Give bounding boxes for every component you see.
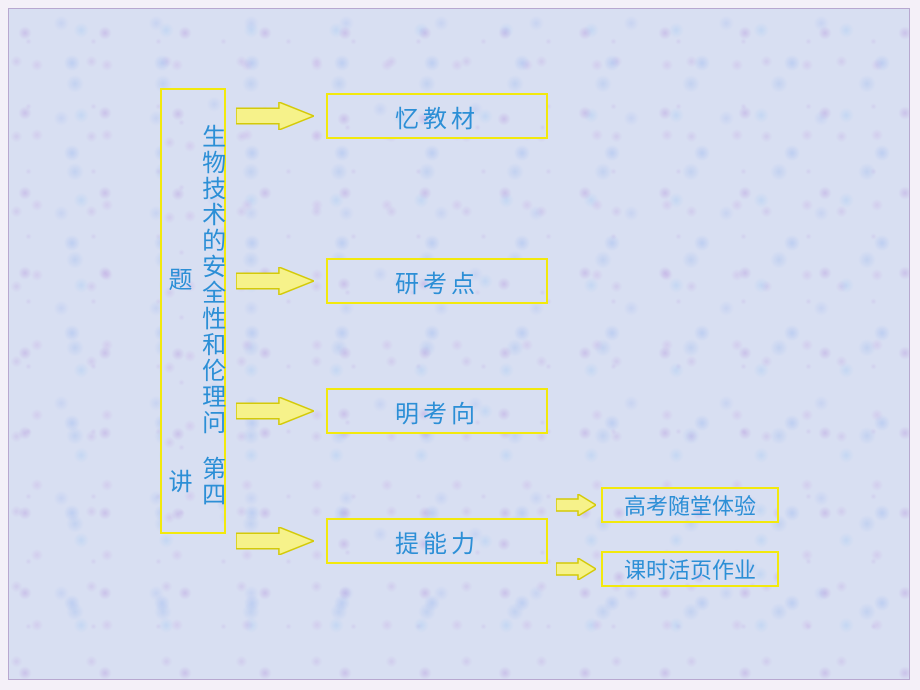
- section-box-improve[interactable]: 提能力: [326, 518, 548, 564]
- section-label-clarify: 明考向: [395, 394, 479, 429]
- arrow-main-to-recall: [236, 102, 314, 130]
- section-box-study[interactable]: 研考点: [326, 258, 548, 304]
- sub-label-homework: 课时活页作业: [624, 553, 756, 585]
- section-label-study: 研考点: [395, 264, 479, 299]
- arrow-main-to-clarify: [236, 397, 314, 425]
- arrow-main-to-improve: [236, 527, 314, 555]
- sub-box-homework[interactable]: 课时活页作业: [601, 551, 779, 587]
- main-title-line2: 生物技术的安全性和伦理问题: [159, 116, 226, 444]
- arrow-improve-to-exam-exp: [556, 494, 596, 516]
- section-box-recall[interactable]: 忆教材: [326, 93, 548, 139]
- section-box-clarify[interactable]: 明考向: [326, 388, 548, 434]
- main-topic-box: 第四讲生物技术的安全性和伦理问题: [160, 88, 226, 534]
- main-title-line1: 第四讲: [159, 444, 226, 520]
- section-label-improve: 提能力: [395, 524, 479, 559]
- sub-box-exam-exp[interactable]: 高考随堂体验: [601, 487, 779, 523]
- section-label-recall: 忆教材: [395, 99, 479, 134]
- arrow-main-to-study: [236, 267, 314, 295]
- sub-label-exam-exp: 高考随堂体验: [624, 489, 756, 521]
- arrow-improve-to-homework: [556, 558, 596, 580]
